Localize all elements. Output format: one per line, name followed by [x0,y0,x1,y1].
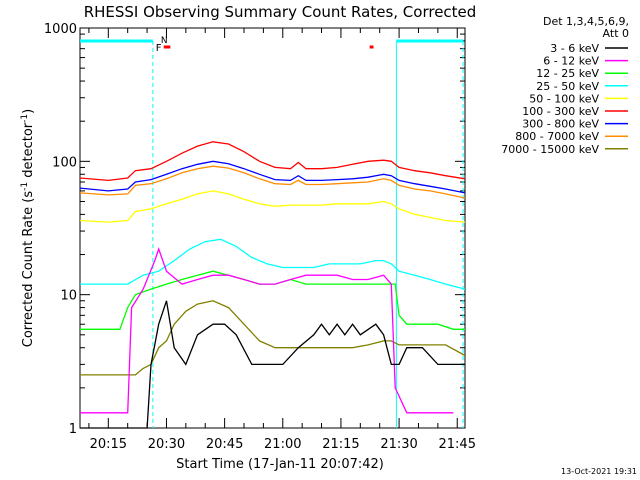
legend-entry-label: 300 - 800 keV [522,118,599,131]
y-tick-label: 100 [52,155,77,170]
legend-entry-label: 6 - 12 keV [543,55,599,68]
x-tick-label: 21:45 [439,437,476,452]
x-tick-label: 21:00 [264,437,301,452]
series-line [80,300,465,429]
legend-entry-label: 50 - 100 keV [529,92,599,105]
x-tick-label: 21:15 [322,437,359,452]
y-axis-label: Corrected Count Rate (s-1 detector-1) [20,109,36,347]
legend-entry-label: 25 - 50 keV [536,80,599,93]
footer-timestamp: 13-Oct-2021 19:31 [561,467,637,476]
y-axis-label-sup2: -1 [20,114,30,123]
series-line [79,141,466,182]
series-line [80,238,466,290]
legend-entry-label: 100 - 300 keV [522,105,599,118]
x-axis-label: Start Time (17-Jan-11 20:07:42) [176,457,384,472]
x-tick-label: 20:45 [206,437,243,452]
legend-entry-label: 7000 - 15000 keV [501,143,599,156]
y-axis-label-main: Corrected Count Rate (s [21,191,36,348]
series-line [80,300,466,376]
x-tick-label: 21:30 [380,437,417,452]
y-axis-label-mid: detector [21,122,36,182]
x-tick-label: 20:15 [90,437,127,452]
legend-entry-label: 12 - 25 keV [536,67,599,80]
plot-frame [79,27,466,429]
y-axis-label-end: ) [21,109,36,114]
legend-entry-label: 800 - 7000 keV [515,130,599,143]
plot-area: 1 10 100 1000 20:15 20:30 20:45 21:00 21:15 21:30… [44,22,476,452]
series-line [79,190,466,223]
series-line [79,160,466,194]
series-line [80,247,454,414]
flare-flag-label: F [156,43,162,54]
y-tick-label: 1 [69,422,77,437]
legend-header-line-2: Att 0 [603,27,629,40]
saa-flag-label: N [161,36,168,46]
y-tick-label: 10 [60,289,77,304]
y-tick-label: 1000 [44,22,77,37]
legend-entry-label: 3 - 6 keV [550,42,599,55]
legend-header-line-1: Det 1,3,4,5,6,9, [543,15,629,28]
series-line [79,165,466,199]
y-axis-label-sup1: -1 [20,182,30,191]
x-tick-label: 20:30 [148,437,185,452]
chart-title: RHESSI Observing Summary Count Rates, Co… [84,3,477,21]
